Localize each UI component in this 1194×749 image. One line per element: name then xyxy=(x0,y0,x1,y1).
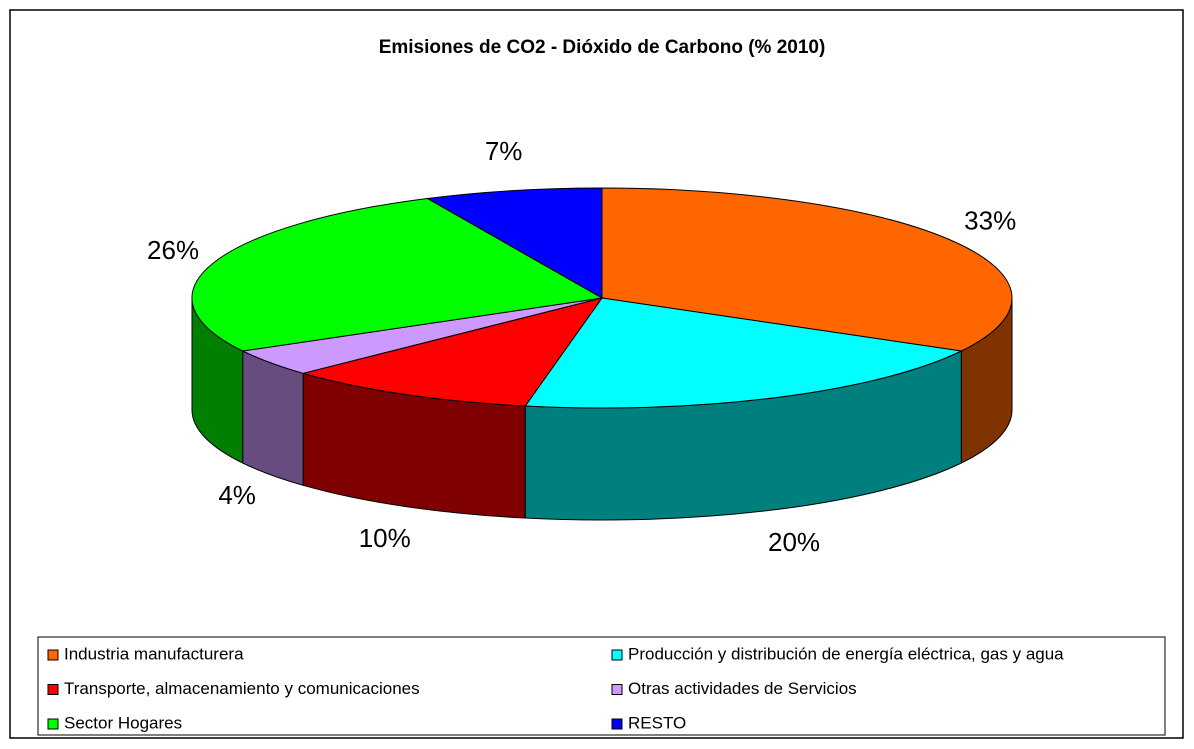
legend-label: Industria manufacturera xyxy=(64,644,244,663)
legend-box xyxy=(37,636,1166,736)
value-label: 4% xyxy=(218,480,256,510)
value-label: 33% xyxy=(964,205,1016,235)
legend-label: Otras actividades de Servicios xyxy=(628,679,857,698)
legend-label: Sector Hogares xyxy=(64,713,182,732)
slice xyxy=(425,187,603,299)
legend-marker xyxy=(47,684,59,695)
value-label: 10% xyxy=(359,523,411,553)
slice xyxy=(524,297,963,409)
value-label: 7% xyxy=(485,136,523,166)
legend-marker xyxy=(611,649,623,661)
value-label: 20% xyxy=(768,527,820,557)
slice xyxy=(601,187,1013,352)
slice xyxy=(191,197,604,352)
legend-marker xyxy=(47,649,59,661)
legend-marker xyxy=(611,718,623,730)
legend-marker xyxy=(611,684,623,695)
legend-label: Transporte, almacenamiento y comunicacio… xyxy=(64,679,420,698)
legend-marker xyxy=(47,718,59,730)
value-label: 26% xyxy=(147,235,199,265)
legend-label: RESTO xyxy=(628,713,686,732)
slice xyxy=(301,297,604,407)
legend-label: Producción y distribución de energía elé… xyxy=(628,644,1064,663)
chart-title: Emisiones de CO2 - Dióxido de Carbono (%… xyxy=(379,37,826,58)
